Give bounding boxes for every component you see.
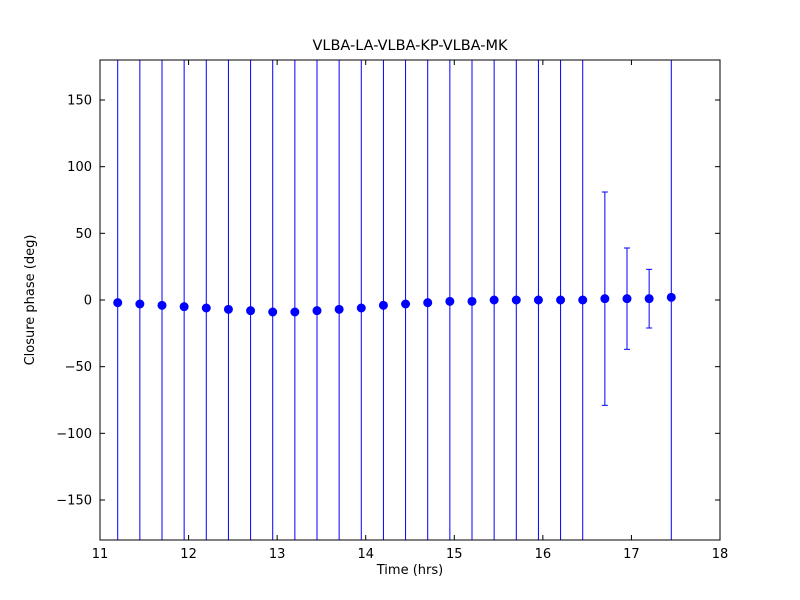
data-point [334,304,344,314]
data-point [666,292,676,302]
data-point [201,303,211,313]
data-point [622,294,632,304]
data-point [467,296,477,306]
data-point [644,294,654,304]
data-point [556,295,566,305]
y-tick-label: 0 [84,294,92,309]
y-axis-label: Closure phase (deg) [23,235,38,366]
data-point [423,298,433,308]
data-point [533,295,543,305]
y-tick-label: −50 [65,360,92,375]
y-tick-label: 50 [75,227,92,242]
marker-group [113,292,676,317]
plot-layer: 11 12 13 14 15 16 17 18 −150 −100 −50 0 50 100 150 [56,60,729,562]
x-tick-label: 13 [269,547,286,562]
y-tick-label: 150 [67,94,92,109]
data-point [113,298,123,308]
chart-title: VLBA-LA-VLBA-KP-VLBA-MK [312,38,508,54]
data-point [179,302,189,312]
x-tick-label: 18 [712,547,729,562]
data-point [356,303,366,313]
data-point [489,295,499,305]
data-point [135,299,145,309]
data-point [578,295,588,305]
y-tick-label: 100 [67,160,92,175]
y-tick-label: −150 [56,494,92,509]
x-tick-label: 12 [180,547,197,562]
x-axis-label: Time (hrs) [376,563,443,578]
data-point [600,294,610,304]
data-point [268,307,278,317]
data-point [312,306,322,316]
axes-frame [99,59,721,541]
x-tick-label: 15 [446,547,463,562]
data-point [223,304,233,314]
errorbar-group [117,60,672,540]
data-point [445,296,455,306]
data-point [378,300,388,310]
data-point [511,295,521,305]
x-tick-label: 14 [357,547,374,562]
data-point [290,307,300,317]
data-point [246,306,256,316]
y-tick-label: −100 [56,427,92,442]
data-point [401,299,411,309]
x-tick-label: 16 [535,547,552,562]
x-tick-label: 11 [92,547,109,562]
x-tick-label: 17 [623,547,640,562]
data-point [157,300,167,310]
